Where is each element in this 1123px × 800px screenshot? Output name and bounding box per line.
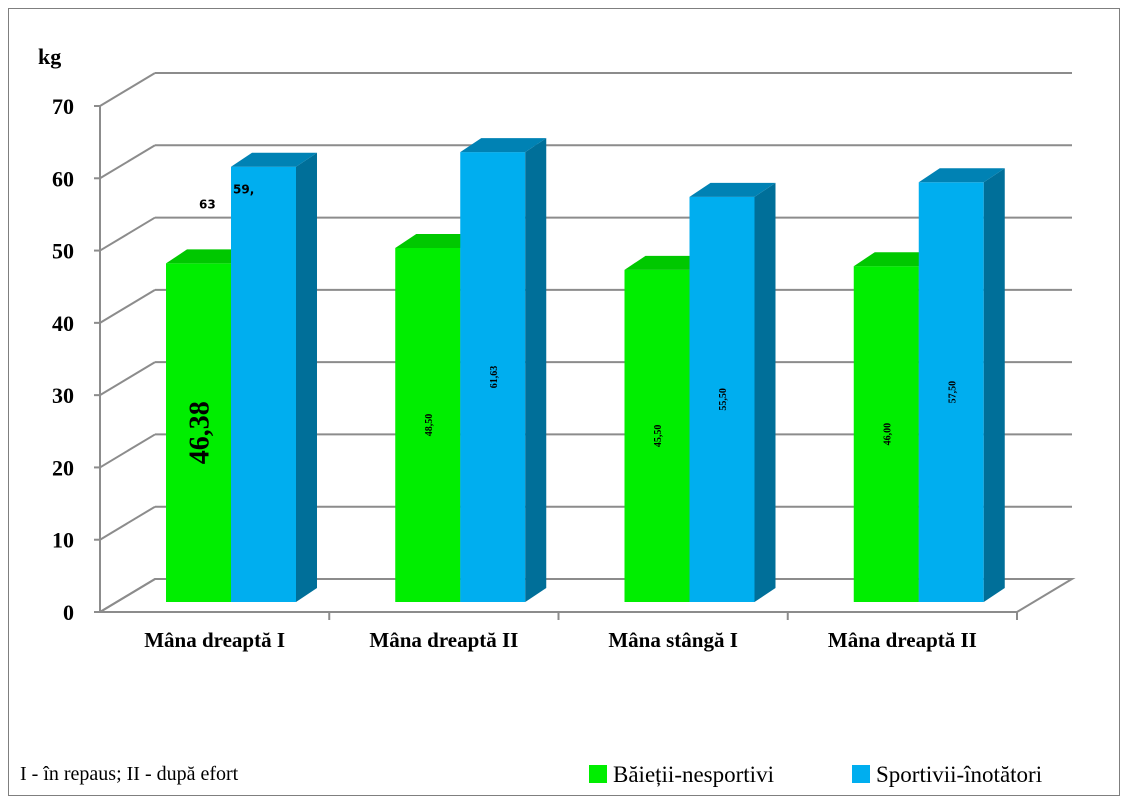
data-label-0-2: 45,50 xyxy=(653,425,664,448)
y-tick-label-1: 10 xyxy=(52,528,74,553)
data-label-1-3: 57,50 xyxy=(947,381,958,404)
legend: Băieții-nesportivi Sportivii-înotători xyxy=(589,762,1042,787)
data-label-0-3: 46,00 xyxy=(882,423,893,446)
legend-label-series-2: Sportivii-înotători xyxy=(876,762,1042,787)
data-label-1-2: 55,50 xyxy=(718,388,729,411)
y-tick-label-7: 70 xyxy=(52,94,74,119)
y-tick-label-2: 20 xyxy=(52,455,74,480)
legend-swatch-series-2 xyxy=(852,765,870,783)
gridline-diagonal-5 xyxy=(100,218,155,251)
gridline-diagonal-6 xyxy=(100,145,155,178)
x-tick-label-0: Mâna dreaptă I xyxy=(144,628,285,652)
x-tick-label-2: Mâna stângă I xyxy=(608,628,738,652)
x-tick-label-1: Mâna dreaptă II xyxy=(369,628,518,652)
bar-side-1-1 xyxy=(525,138,546,602)
footnote: I - în repaus; II - după efort xyxy=(20,763,239,785)
y-axis-label: kg xyxy=(38,44,61,69)
data-label-1-0-part-1: 59, xyxy=(233,183,254,197)
y-tick-label-4: 40 xyxy=(52,311,74,336)
data-label-0-1: 48,50 xyxy=(424,414,435,437)
data-label-1-1: 61,63 xyxy=(489,366,500,389)
gridline-diagonal-4 xyxy=(100,290,155,323)
bar-side-1-3 xyxy=(984,168,1005,602)
data-label-1-0-part-2: 63 xyxy=(199,198,216,212)
y-tick-label-5: 50 xyxy=(52,239,74,264)
y-tick-label-3: 30 xyxy=(52,383,74,408)
data-label-0-0: 46,38 xyxy=(185,401,216,464)
bars xyxy=(166,138,1005,602)
bar-side-1-0 xyxy=(296,153,317,602)
x-tick-label-3: Mâna dreaptă II xyxy=(828,628,977,652)
legend-swatch-series-1 xyxy=(589,765,607,783)
legend-label-series-1: Băieții-nesportivi xyxy=(613,762,774,787)
gridline-diagonal-1 xyxy=(100,507,155,540)
bar-1-0 xyxy=(231,167,296,602)
gridline-diagonal-3 xyxy=(100,362,155,395)
gridline-diagonal-7 xyxy=(100,73,155,106)
gridline-diagonal-2 xyxy=(100,434,155,467)
y-tick-label-6: 60 xyxy=(52,166,74,191)
bar-side-1-2 xyxy=(755,183,776,602)
y-tick-label-0: 0 xyxy=(63,600,74,625)
